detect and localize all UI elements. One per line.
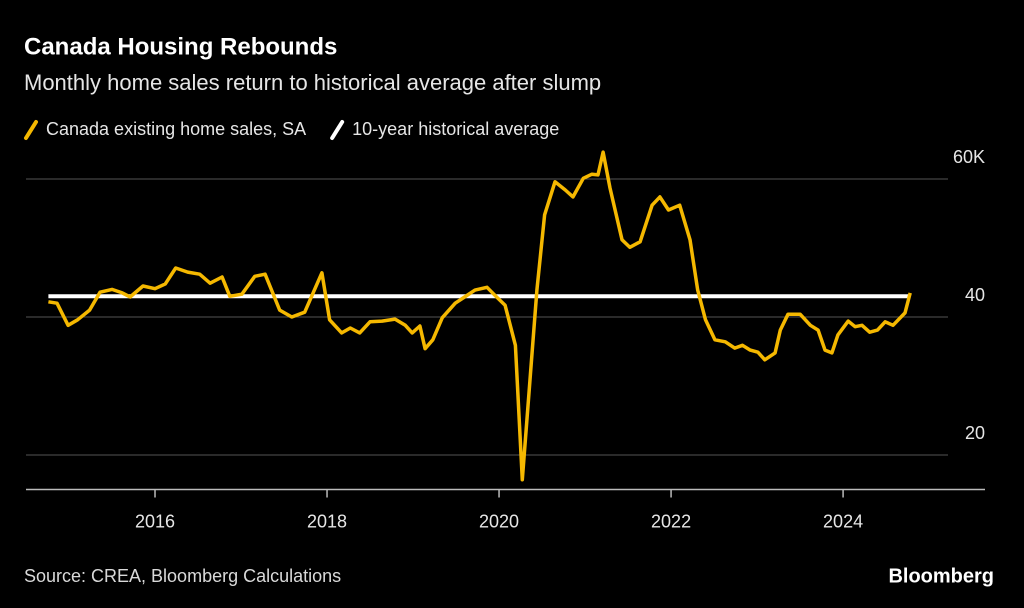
y-tick-label: 60K [953,147,985,167]
legend-swatch [24,120,38,140]
y-tick-label: 20 [965,423,985,443]
source: Source: CREA, Bloomberg Calculations [24,566,341,586]
x-tick-label: 2018 [307,511,347,531]
chart-subtitle: Monthly home sales return to historical … [24,70,601,95]
legend-label: 10-year historical average [352,119,559,139]
x-tick-label: 2024 [823,511,863,531]
x-tick-label: 2016 [135,511,175,531]
brand-logo: Bloomberg [888,565,994,587]
legend-label: Canada existing home sales, SA [46,119,306,139]
x-tick-label: 2020 [479,511,519,531]
x-tick-label: 2022 [651,511,691,531]
sales-line [48,150,912,482]
chart-title: Canada Housing Rebounds [24,33,337,60]
y-tick-label: 40 [965,285,985,305]
legend-swatch [330,120,345,140]
